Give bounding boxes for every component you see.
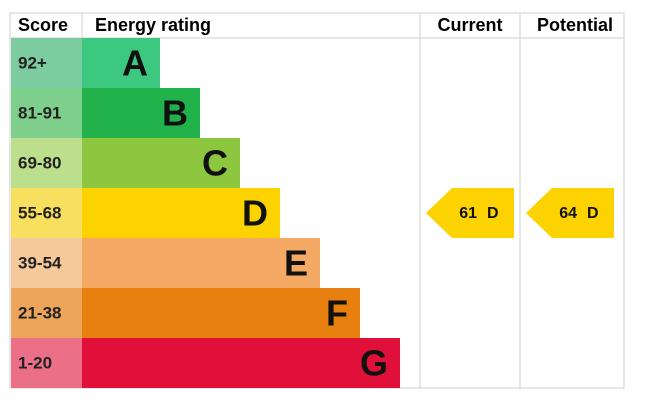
score-label: 1-20: [18, 353, 52, 372]
rating-letter: E: [284, 243, 308, 284]
score-label: 92+: [18, 53, 47, 72]
score-cell: [11, 88, 82, 138]
potential-band: D: [587, 205, 599, 222]
score-cell: [11, 188, 82, 238]
score-cell: [11, 38, 82, 88]
potential-arrow: [526, 188, 614, 238]
score-label: 81-91: [18, 103, 61, 122]
rating-bar: [82, 188, 280, 238]
current-arrow: [426, 188, 514, 238]
score-label: 39-54: [18, 253, 62, 272]
header-current: Current: [437, 15, 502, 35]
header-score: Score: [18, 15, 68, 35]
rating-letter: B: [162, 93, 188, 134]
score-label: 21-38: [18, 303, 61, 322]
rating-bar: [82, 288, 360, 338]
rating-bar: [82, 38, 160, 88]
rating-bar: [82, 338, 400, 388]
rating-letter: A: [122, 43, 148, 84]
rating-letter: F: [326, 293, 348, 334]
header-potential: Potential: [537, 15, 613, 35]
current-value: 61: [459, 205, 477, 222]
rating-bar: [82, 238, 320, 288]
score-label: 55-68: [18, 203, 61, 222]
score-cell: [11, 288, 82, 338]
header-rating: Energy rating: [95, 15, 211, 35]
rating-bar: [82, 138, 240, 188]
score-cell: [11, 238, 82, 288]
rating-bar: [82, 88, 200, 138]
current-band: D: [487, 205, 499, 222]
score-label: 69-80: [18, 153, 61, 172]
score-cell: [11, 138, 82, 188]
rating-letter: C: [202, 143, 228, 184]
rating-letter: G: [360, 343, 388, 384]
rating-letter: D: [242, 193, 268, 234]
score-cell: [11, 338, 82, 388]
potential-value: 64: [559, 205, 577, 222]
